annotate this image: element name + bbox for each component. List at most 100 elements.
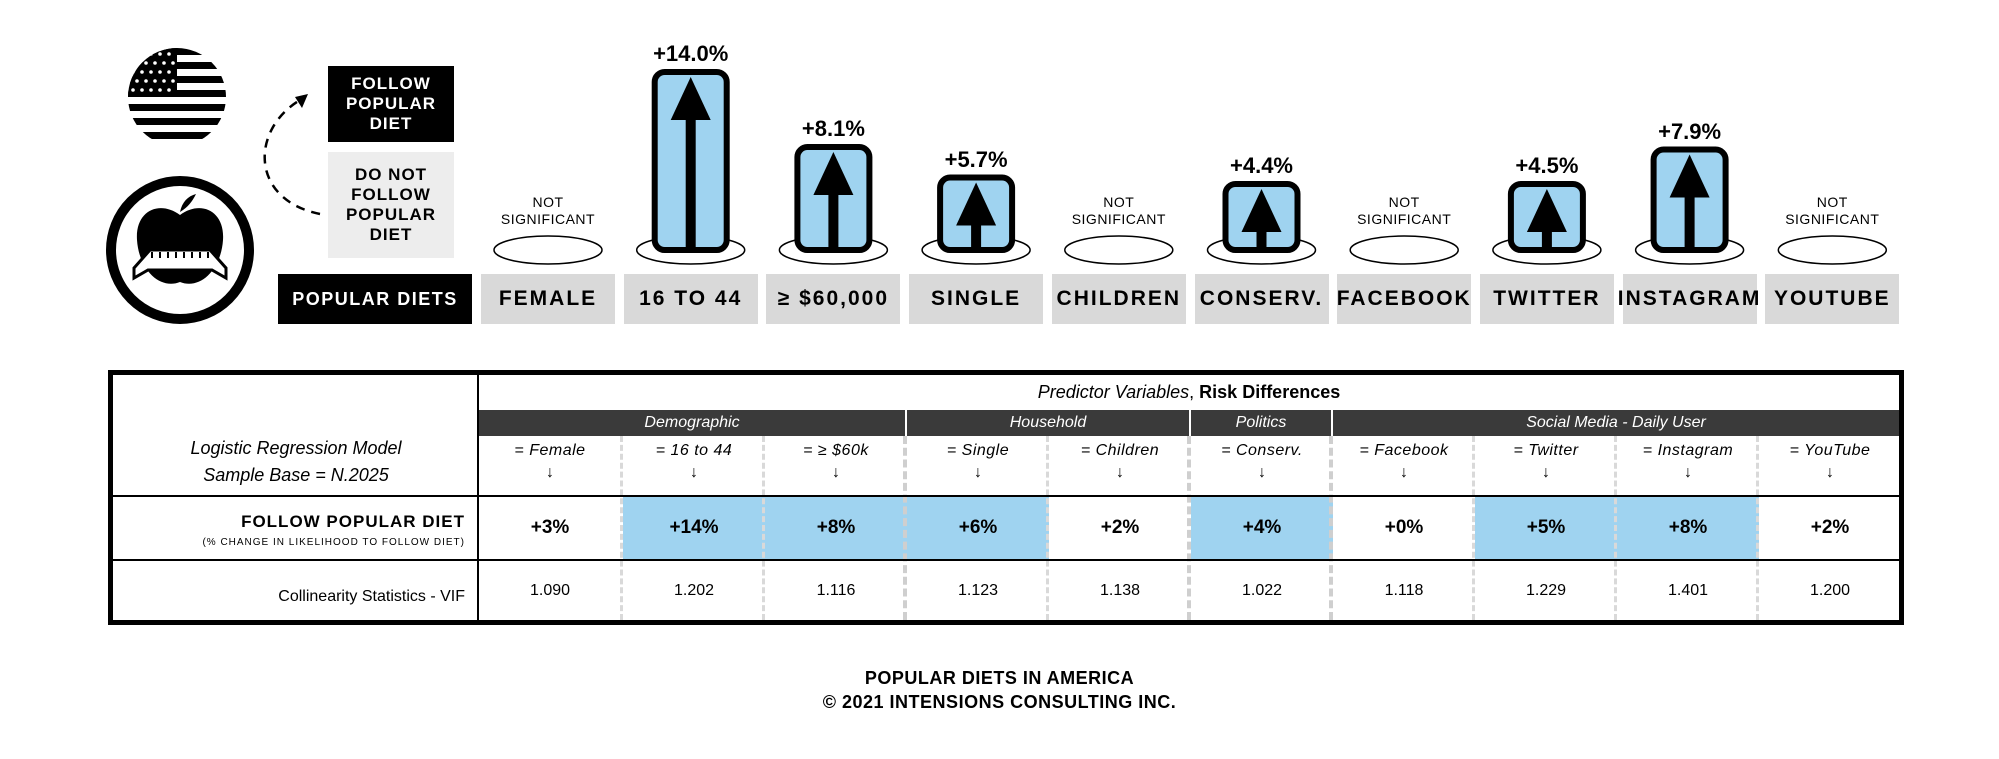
curved-dashed-arrow-icon [263,94,321,216]
curved-arrow-head [295,94,308,108]
bar-arrow-head [1669,154,1710,198]
column-header: = Children [1080,442,1160,459]
table-column: = ≥ $60k ↓ +8% 1.116 [762,436,907,620]
bar-value-label: +4.5% [1515,153,1579,178]
follow-diet-row-sublabel: (% CHANGE IN LIKELIHOOD TO FOLLOW DIET) [202,537,465,548]
vif-value: 1.123 [957,581,999,599]
flag-star [131,52,135,56]
down-arrow-icon: ↓ [546,464,554,481]
regression-table: Logistic Regression Model Sample Base = … [108,370,1904,625]
table-header-divider [113,495,1899,497]
flag-stripe [128,132,226,139]
column-header: = Twitter [1513,442,1579,459]
flag-star [171,79,175,83]
base-ellipse [1064,235,1174,265]
base-ellipse [493,235,603,265]
follow-diet-value: +0% [1384,517,1424,538]
legend-follow-diet: FOLLOW POPULAR DIET [328,66,454,142]
flag-star [158,52,162,56]
flag-star [144,79,148,83]
table-column: = Female ↓ +3% 1.090 [479,436,621,620]
bar-arrow-shaft [1541,226,1552,250]
table-column: = Instagram ↓ +8% 1.401 [1614,436,1759,620]
not-significant-label: NOT SIGNIFICANT [1071,194,1166,227]
table-column: = 16 to 44 ↓ +14% 1.202 [620,436,765,620]
column-group-header: Social Media - Daily User [1333,410,1899,436]
flag-stripe [128,104,226,111]
flag-body [128,48,226,146]
bar-arrow-head [670,77,711,120]
vif-row-label: Collinearity Statistics - VIF [278,588,465,605]
model-label-line2: Sample Base = N.2025 [203,465,389,485]
follow-diet-value: +2% [1810,517,1850,538]
column-header: = Facebook [1359,442,1449,459]
category-label: 16 TO 44 [623,274,758,324]
bar-arrow-shaft [971,219,982,250]
category-label: INSTAGRAM [1618,274,1759,324]
table-column: = Conserv. ↓ +4% 1.022 [1187,436,1333,620]
flag-star [149,88,153,92]
popular-diets-label: POPULAR DIETS [278,274,472,324]
vif-value: 1.116 [816,581,856,599]
flag-star [149,70,153,74]
bar-arrow-head [956,182,997,226]
column-group-header: Politics [1191,410,1331,436]
column-header: = Female [514,442,586,459]
legend-not-follow-diet: DO NOT FOLLOW POPULAR DIET [328,152,454,258]
category-label: SINGLE [909,274,1044,324]
column-header: = Instagram [1642,442,1734,459]
flag-star [131,88,135,92]
apple-shape [136,208,224,284]
flag-star [158,70,162,74]
column-header: = ≥ $60k [803,442,869,459]
category-label: CONSERV. [1194,274,1329,324]
follow-diet-value: +8% [765,497,907,559]
follow-diet-value: +2% [1100,517,1140,538]
vif-value: 1.202 [673,581,715,599]
footer-copyright: © 2021 INTENSIONS CONSULTING INC. [822,692,1177,712]
flag-star [167,52,171,56]
column-header: = Single [946,442,1010,459]
vif-value: 1.118 [1384,581,1424,599]
table-column: = Single ↓ +6% 1.123 [903,436,1049,620]
category-label: FEMALE [481,274,615,324]
follow-diet-value: +5% [1475,497,1617,559]
category-label: CHILDREN [1051,274,1186,324]
follow-diet-value: +6% [907,497,1049,559]
column-header: = Conserv. [1221,442,1303,459]
category-label: TWITTER [1479,274,1614,324]
column-header: = 16 to 44 [655,442,733,459]
follow-diet-row-label: FOLLOW POPULAR DIET [241,512,465,531]
column-group-header: Demographic [479,410,905,436]
bar-arrow-shaft [828,189,839,250]
down-arrow-icon: ↓ [1400,464,1408,481]
flag-star [135,61,139,65]
down-arrow-icon: ↓ [1684,464,1692,481]
down-arrow-icon: ↓ [1826,464,1834,481]
follow-diet-value: +4% [1191,497,1333,559]
flag-star [144,61,148,65]
flag-star [140,88,144,92]
column-group-header: Household [907,410,1189,436]
us-flag-icon [128,48,226,146]
flag-star [167,88,171,92]
vif-value: 1.090 [529,581,571,599]
flag-stripe [128,118,226,125]
category-label: YOUTUBE [1765,274,1900,324]
measuring-tape [132,248,228,281]
bar-value-label: +14.0% [653,41,729,66]
flag-star [140,52,144,56]
table-column: = Children ↓ +2% 1.138 [1046,436,1189,620]
down-arrow-icon: ↓ [690,464,698,481]
flag-star [171,61,175,65]
flag-star [140,70,144,74]
table-column: = Twitter ↓ +5% 1.229 [1472,436,1617,620]
flag-star [131,70,135,74]
apple-icon-ring [106,176,254,324]
flag-star [162,79,166,83]
base-ellipse [1777,235,1888,265]
predictor-variables-header: Predictor Variables, Risk Differences [479,375,1899,410]
bar-value-label: +4.4% [1230,153,1293,178]
category-label: ≥ $60,000 [766,274,901,324]
